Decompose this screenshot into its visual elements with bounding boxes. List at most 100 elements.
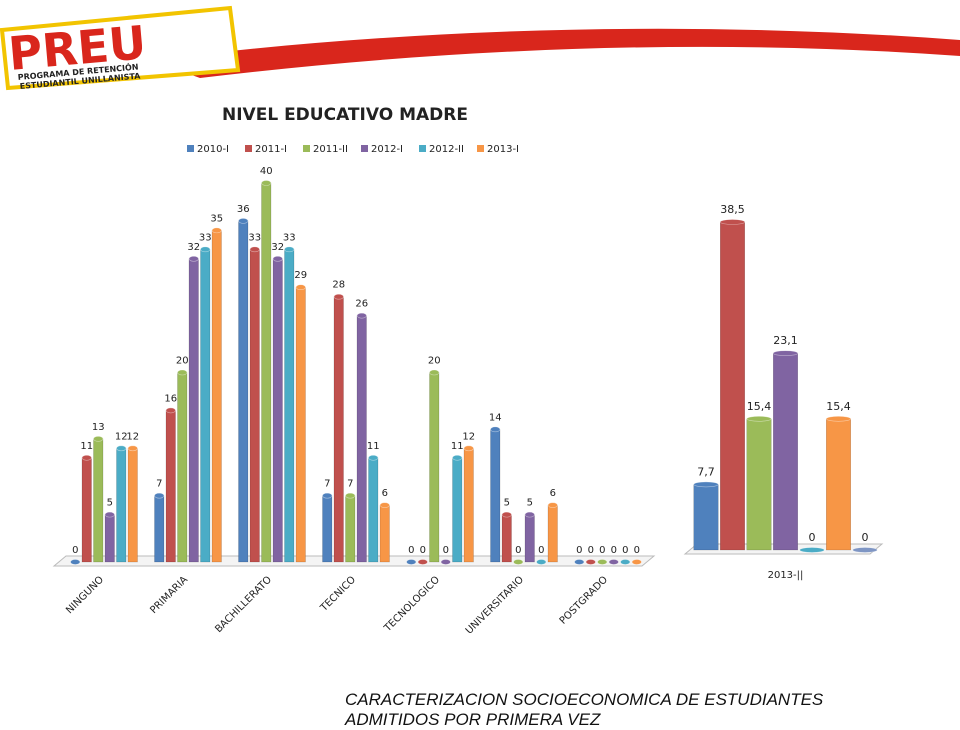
data-label: 0: [634, 545, 640, 556]
x-tick-label: POSTGRADO: [558, 574, 610, 626]
bar-cap: [597, 559, 608, 565]
bar-cap: [429, 369, 440, 376]
bar: [322, 495, 333, 563]
logo-text: PREU: [6, 15, 148, 81]
data-label: 7,7: [697, 465, 715, 478]
bar-cap: [356, 312, 367, 319]
bar-cap: [322, 492, 333, 499]
data-label: 33: [248, 232, 261, 243]
x-tick-label: TECNICO: [318, 574, 358, 614]
x-tick-label: BACHILLERATO: [213, 574, 274, 635]
data-label: 32: [187, 242, 200, 253]
bar: [368, 457, 379, 563]
data-label: 33: [283, 232, 296, 243]
data-label: 16: [164, 393, 177, 404]
bar-cap: [368, 454, 379, 461]
data-label: 12: [462, 431, 475, 442]
bar-cap: [693, 481, 719, 488]
data-label: 20: [428, 356, 441, 367]
bar: [154, 495, 165, 563]
bar-cap: [249, 246, 260, 253]
bar: [295, 286, 306, 563]
data-label: 0: [599, 545, 605, 556]
data-label: 36: [237, 204, 250, 215]
x-tick-label: UNIVERSITARIO: [464, 574, 526, 636]
data-label: 0: [515, 545, 521, 556]
data-label: 11: [451, 441, 464, 452]
bar: [379, 504, 390, 563]
bar: [93, 438, 104, 563]
bar: [116, 448, 127, 563]
data-label: 12: [126, 431, 139, 442]
data-label: 0: [588, 545, 594, 556]
x-tick-label: NINGUNO: [64, 574, 106, 616]
footer-line: CARACTERIZACION SOCIOECONOMICA DE ESTUDI…: [345, 690, 824, 709]
bar-cap: [154, 492, 165, 499]
data-label: 13: [92, 422, 105, 433]
bar-cap: [524, 511, 535, 518]
bar: [261, 182, 272, 563]
data-label: 11: [80, 441, 93, 452]
x-tick-label: 2013-||: [768, 570, 804, 581]
data-label: 32: [271, 242, 284, 253]
data-label: 0: [809, 531, 816, 544]
bar: [211, 230, 222, 563]
bar: [333, 296, 344, 563]
data-label: 5: [527, 498, 533, 509]
data-label: 6: [382, 488, 388, 499]
legend-label: 2011-I: [255, 144, 287, 155]
data-label: 0: [576, 545, 582, 556]
logo-box: [0, 5, 241, 91]
bar-cap: [501, 511, 512, 518]
bar-cap: [547, 502, 558, 508]
bar-cap: [574, 559, 585, 565]
bar-cap: [585, 559, 596, 565]
bar: [429, 372, 440, 563]
bar: [826, 418, 851, 551]
data-label: 5: [504, 498, 510, 509]
data-label: 23,1: [773, 334, 798, 347]
bar: [356, 315, 367, 563]
bar: [773, 352, 798, 551]
data-label: 35: [210, 213, 223, 224]
bar-cap: [116, 445, 127, 452]
bar: [238, 220, 249, 563]
bar-cap: [238, 218, 249, 224]
bar-cap: [284, 246, 295, 253]
data-label: 7: [156, 479, 162, 490]
bar-cap: [536, 559, 547, 565]
data-label: 0: [622, 545, 628, 556]
data-label: 0: [443, 545, 449, 556]
bar-cap: [200, 246, 211, 253]
x-tick-label: PRIMARIA: [148, 574, 190, 616]
bar: [165, 410, 176, 563]
data-label: 7: [347, 479, 353, 490]
bar-cap: [852, 547, 878, 553]
chart-title: NIVEL EDUCATIVO MADRE: [222, 105, 468, 125]
legend-label: 2010-I: [197, 144, 229, 155]
bar-cap: [345, 492, 356, 499]
bar-cap: [261, 180, 272, 186]
data-label: 0: [862, 531, 869, 544]
bar-cap: [177, 369, 188, 376]
data-label: 15,4: [747, 400, 772, 413]
data-label: 40: [260, 166, 273, 177]
bar: [104, 514, 115, 563]
data-label: 12: [115, 431, 128, 442]
bar-cap: [70, 559, 81, 565]
bar: [452, 457, 463, 563]
bar-cap: [211, 227, 222, 234]
legend-label: 2012-I: [371, 144, 403, 155]
bar-cap: [620, 559, 631, 565]
bar-cap: [406, 559, 417, 565]
legend-swatch: [303, 145, 310, 152]
bar-cap: [799, 547, 825, 553]
bar-cap: [490, 426, 501, 433]
chart-right: 7,7 38,5 15,4 23,1 0 15,4 0 2013-||: [683, 203, 884, 581]
data-label: 0: [408, 545, 414, 556]
bar: [720, 221, 745, 551]
bar: [200, 249, 211, 563]
legend-label: 2013-I: [487, 144, 519, 155]
bar: [284, 249, 295, 563]
